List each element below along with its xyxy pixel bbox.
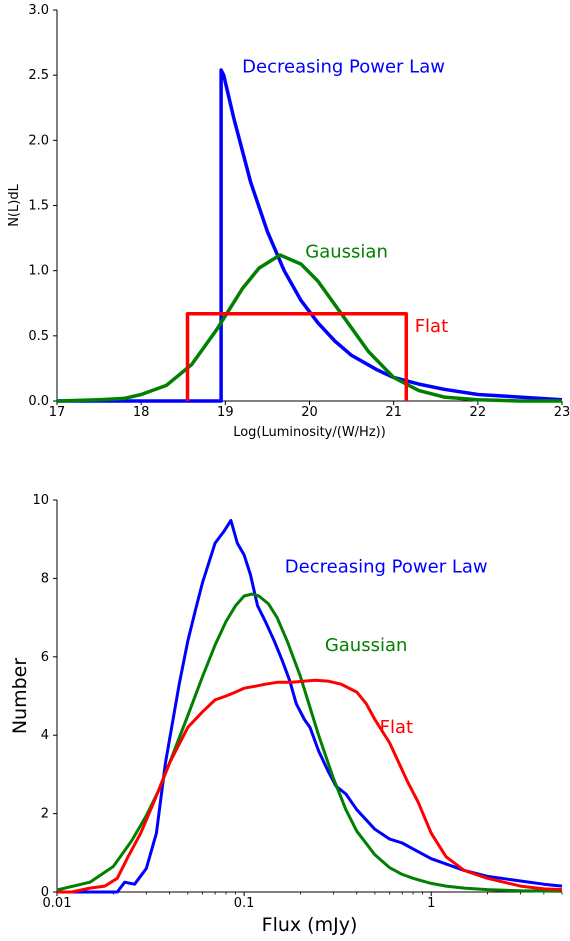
x-axis-label: Log(Luminosity/(W/Hz)) xyxy=(233,425,386,440)
flat-label: Flat xyxy=(380,717,413,738)
flat-label: Flat xyxy=(415,316,448,337)
y-axis-label: Number xyxy=(9,658,31,735)
y-tick-label: 6 xyxy=(41,650,49,665)
x-tick-label: 1 xyxy=(427,896,435,911)
decreasing-power-law-line xyxy=(57,518,563,894)
x-tick-label: 0.01 xyxy=(43,896,72,911)
y-tick-label: 2 xyxy=(41,807,49,822)
x-tick-label: 17 xyxy=(49,405,66,420)
y-tick-label: 2.0 xyxy=(28,133,49,148)
flat-line xyxy=(185,311,409,401)
gaussian-label: Gaussian xyxy=(325,635,408,656)
luminosity-function-plot: 0.0 0.5 1.0 1.5 2.0 2.5 3.0 17 18 19 20 21 22 23 Log(L… xyxy=(7,3,570,440)
y-tick-label: 0.5 xyxy=(28,329,49,344)
decreasing-power-law-label: Decreasing Power Law xyxy=(242,57,445,78)
y-axis-label: N(L)dL xyxy=(7,183,22,226)
x-tick-label: 20 xyxy=(301,405,318,420)
y-tick-label: 10 xyxy=(32,493,49,508)
y-tick-label: 1.5 xyxy=(28,199,49,214)
x-axis-label: Flux (mJy) xyxy=(262,914,358,936)
decreasing-power-law-label: Decreasing Power Law xyxy=(285,557,488,578)
x-tick-label: 19 xyxy=(217,405,234,420)
y-tick-label: 4 xyxy=(41,728,49,743)
x-tick-label: 21 xyxy=(385,405,402,420)
y-tick-label: 0 xyxy=(41,885,49,900)
x-tick-label: 0.1 xyxy=(234,896,255,911)
y-tick-label: 2.5 xyxy=(28,68,49,83)
x-tick-label: 23 xyxy=(554,405,570,420)
decreasing-power-law-line xyxy=(57,68,563,403)
y-tick-label: 8 xyxy=(41,571,49,586)
flat-line xyxy=(57,678,563,894)
gaussian-label: Gaussian xyxy=(305,242,388,263)
y-tick-label: 1.0 xyxy=(28,264,49,279)
x-tick-label: 22 xyxy=(470,405,487,420)
gaussian-line xyxy=(56,253,562,403)
flux-distribution-plot: 0 2 4 6 8 10 0.01 0.1 1 Flux (mJy) Number Decreasin… xyxy=(9,493,563,936)
y-tick-label: 0.0 xyxy=(28,394,49,409)
x-tick-label: 18 xyxy=(133,405,150,420)
y-tick-label: 3.0 xyxy=(28,3,49,18)
